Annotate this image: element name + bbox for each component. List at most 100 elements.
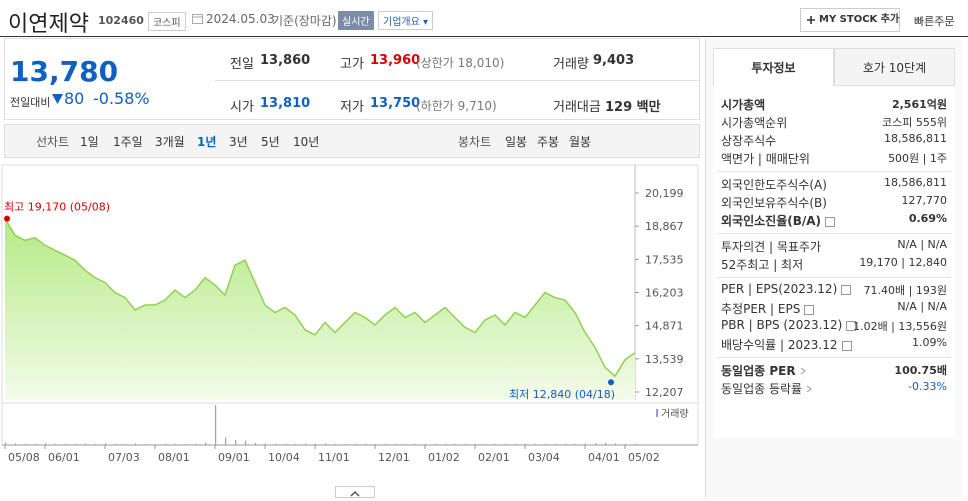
volume-bar bbox=[545, 443, 547, 445]
x-tick-label: 11/01 bbox=[318, 451, 350, 464]
collapse-button[interactable] bbox=[335, 486, 375, 498]
info-value: 100.75배 bbox=[894, 364, 947, 377]
volume-bar bbox=[535, 443, 537, 445]
volume-bar bbox=[195, 443, 197, 445]
overview-dropdown[interactable]: 기업개요 ▾ bbox=[378, 11, 434, 30]
help-icon[interactable] bbox=[846, 320, 857, 331]
volume-label: 거래량 bbox=[661, 408, 689, 420]
change-value: 80 bbox=[64, 89, 85, 108]
change-pct: -0.58% bbox=[93, 89, 150, 108]
volume-bar bbox=[635, 443, 637, 445]
price-line bbox=[4, 218, 636, 378]
info-label: PBR | BPS (2023.12) bbox=[721, 318, 857, 332]
price-area bbox=[5, 218, 635, 400]
info-divider bbox=[717, 233, 951, 234]
volume-bar bbox=[55, 443, 57, 445]
info-value: -0.33% bbox=[908, 380, 947, 393]
volume-bar bbox=[245, 440, 247, 445]
realtime-badge[interactable]: 실시간 bbox=[338, 11, 374, 30]
info-label: 배당수익률 | 2023.12 bbox=[721, 336, 852, 353]
volume-bar bbox=[445, 443, 447, 445]
x-tick-label: 05/02 bbox=[628, 451, 660, 464]
info-label: 동일업종 등락률 bbox=[721, 380, 813, 397]
summary-label: 거래량 bbox=[553, 57, 589, 72]
info-tab[interactable]: 호가 10단계 bbox=[834, 48, 955, 86]
plus-icon bbox=[807, 16, 815, 24]
info-tab[interactable]: 투자정보 bbox=[713, 48, 834, 86]
info-label: PER | EPS(2023.12) bbox=[721, 282, 852, 296]
volume-bar bbox=[85, 443, 87, 445]
help-icon[interactable] bbox=[841, 284, 852, 295]
summary-value: 129 백만 bbox=[605, 100, 661, 115]
volume-bar bbox=[355, 443, 357, 445]
info-box: 투자정보 호가 10단계 시가총액 2,561억원 시가총액순위 코스피 555위 상장주식… bbox=[713, 48, 955, 438]
volume-bar bbox=[95, 443, 97, 445]
info-value: 18,586,811 bbox=[884, 132, 947, 145]
info-divider bbox=[717, 277, 951, 278]
info-label: 외국인보유주식수(B) bbox=[721, 196, 827, 210]
change-label: 전일대비 bbox=[10, 96, 51, 109]
help-icon[interactable] bbox=[825, 216, 836, 227]
info-value: 코스피 555위 bbox=[882, 116, 947, 129]
volume-bar bbox=[335, 443, 337, 445]
volume-bar bbox=[135, 443, 137, 445]
volume-bar bbox=[305, 443, 307, 445]
y-tick-label: 18,867 bbox=[645, 220, 684, 233]
summary-label: 거래대금 bbox=[553, 100, 601, 115]
volume-bar bbox=[585, 443, 587, 445]
info-value: 0.69% bbox=[908, 212, 947, 225]
summary-value: 13,810 bbox=[260, 96, 311, 111]
volume-bar bbox=[65, 443, 67, 445]
base-date: 2024.05.03 bbox=[206, 12, 275, 26]
info-divider bbox=[717, 171, 951, 172]
period-tab[interactable]: 1일 bbox=[80, 135, 99, 149]
volume-bar bbox=[5, 442, 7, 445]
volume-bar bbox=[625, 443, 627, 445]
stock-code: 102460 bbox=[98, 14, 144, 27]
low-marker bbox=[608, 379, 614, 386]
period-tab[interactable]: 1주일 bbox=[113, 135, 143, 149]
y-tick-label: 12,207 bbox=[645, 386, 684, 399]
info-label: 액면가 | 매매단위 bbox=[721, 152, 810, 166]
mystock-label: MY STOCK 추가 bbox=[819, 14, 900, 25]
volume-bar bbox=[165, 443, 167, 445]
candle-tab[interactable]: 월봉 bbox=[569, 135, 592, 149]
volume-bar bbox=[235, 440, 237, 445]
price-chart: 12,207 13,539 14,871 16,203 17,535 18,867 20,1… bbox=[1, 164, 699, 464]
period-tab[interactable]: 1년 bbox=[197, 135, 217, 149]
x-tick-label: 08/01 bbox=[158, 451, 190, 464]
help-icon[interactable] bbox=[841, 340, 852, 351]
arrow-icon bbox=[805, 382, 813, 396]
candle-tab[interactable]: 주봉 bbox=[537, 135, 560, 149]
mystock-button[interactable]: MY STOCK 추가 bbox=[800, 8, 900, 32]
info-label: 동일업종 PER bbox=[721, 362, 807, 379]
volume-bar bbox=[205, 442, 207, 445]
volume-bar bbox=[25, 443, 27, 445]
volume-bar bbox=[465, 443, 467, 445]
candle-tab[interactable]: 일봉 bbox=[505, 135, 528, 149]
info-divider bbox=[717, 357, 951, 358]
period-tab[interactable]: 3년 bbox=[229, 135, 248, 149]
volume-bar bbox=[615, 443, 617, 445]
info-value: 18,586,811 bbox=[884, 176, 947, 189]
volume-bar bbox=[105, 443, 107, 445]
volume-bar bbox=[565, 443, 567, 445]
y-tick-label: 14,871 bbox=[645, 320, 684, 333]
x-tick-label: 03/04 bbox=[528, 451, 560, 464]
volume-bar bbox=[595, 443, 597, 445]
volume-bar bbox=[385, 443, 387, 445]
volume-bar bbox=[295, 443, 297, 445]
quick-order[interactable]: 빠른주문 bbox=[914, 15, 955, 28]
high-label: 최고 19,170 (05/08) bbox=[4, 201, 110, 214]
base-status: 기준(장마감) bbox=[272, 14, 337, 28]
volume-bar bbox=[45, 443, 47, 445]
period-tab[interactable]: 10년 bbox=[293, 135, 320, 149]
summary-value: 13,750 bbox=[370, 96, 421, 111]
y-tick-label: 13,539 bbox=[645, 353, 684, 366]
period-tab[interactable]: 5년 bbox=[261, 135, 280, 149]
period-tab[interactable]: 3개월 bbox=[155, 135, 185, 149]
x-tick-label: 12/01 bbox=[378, 451, 410, 464]
help-icon[interactable] bbox=[804, 304, 815, 315]
info-value: 1.02배 | 13,556원 bbox=[853, 320, 947, 333]
